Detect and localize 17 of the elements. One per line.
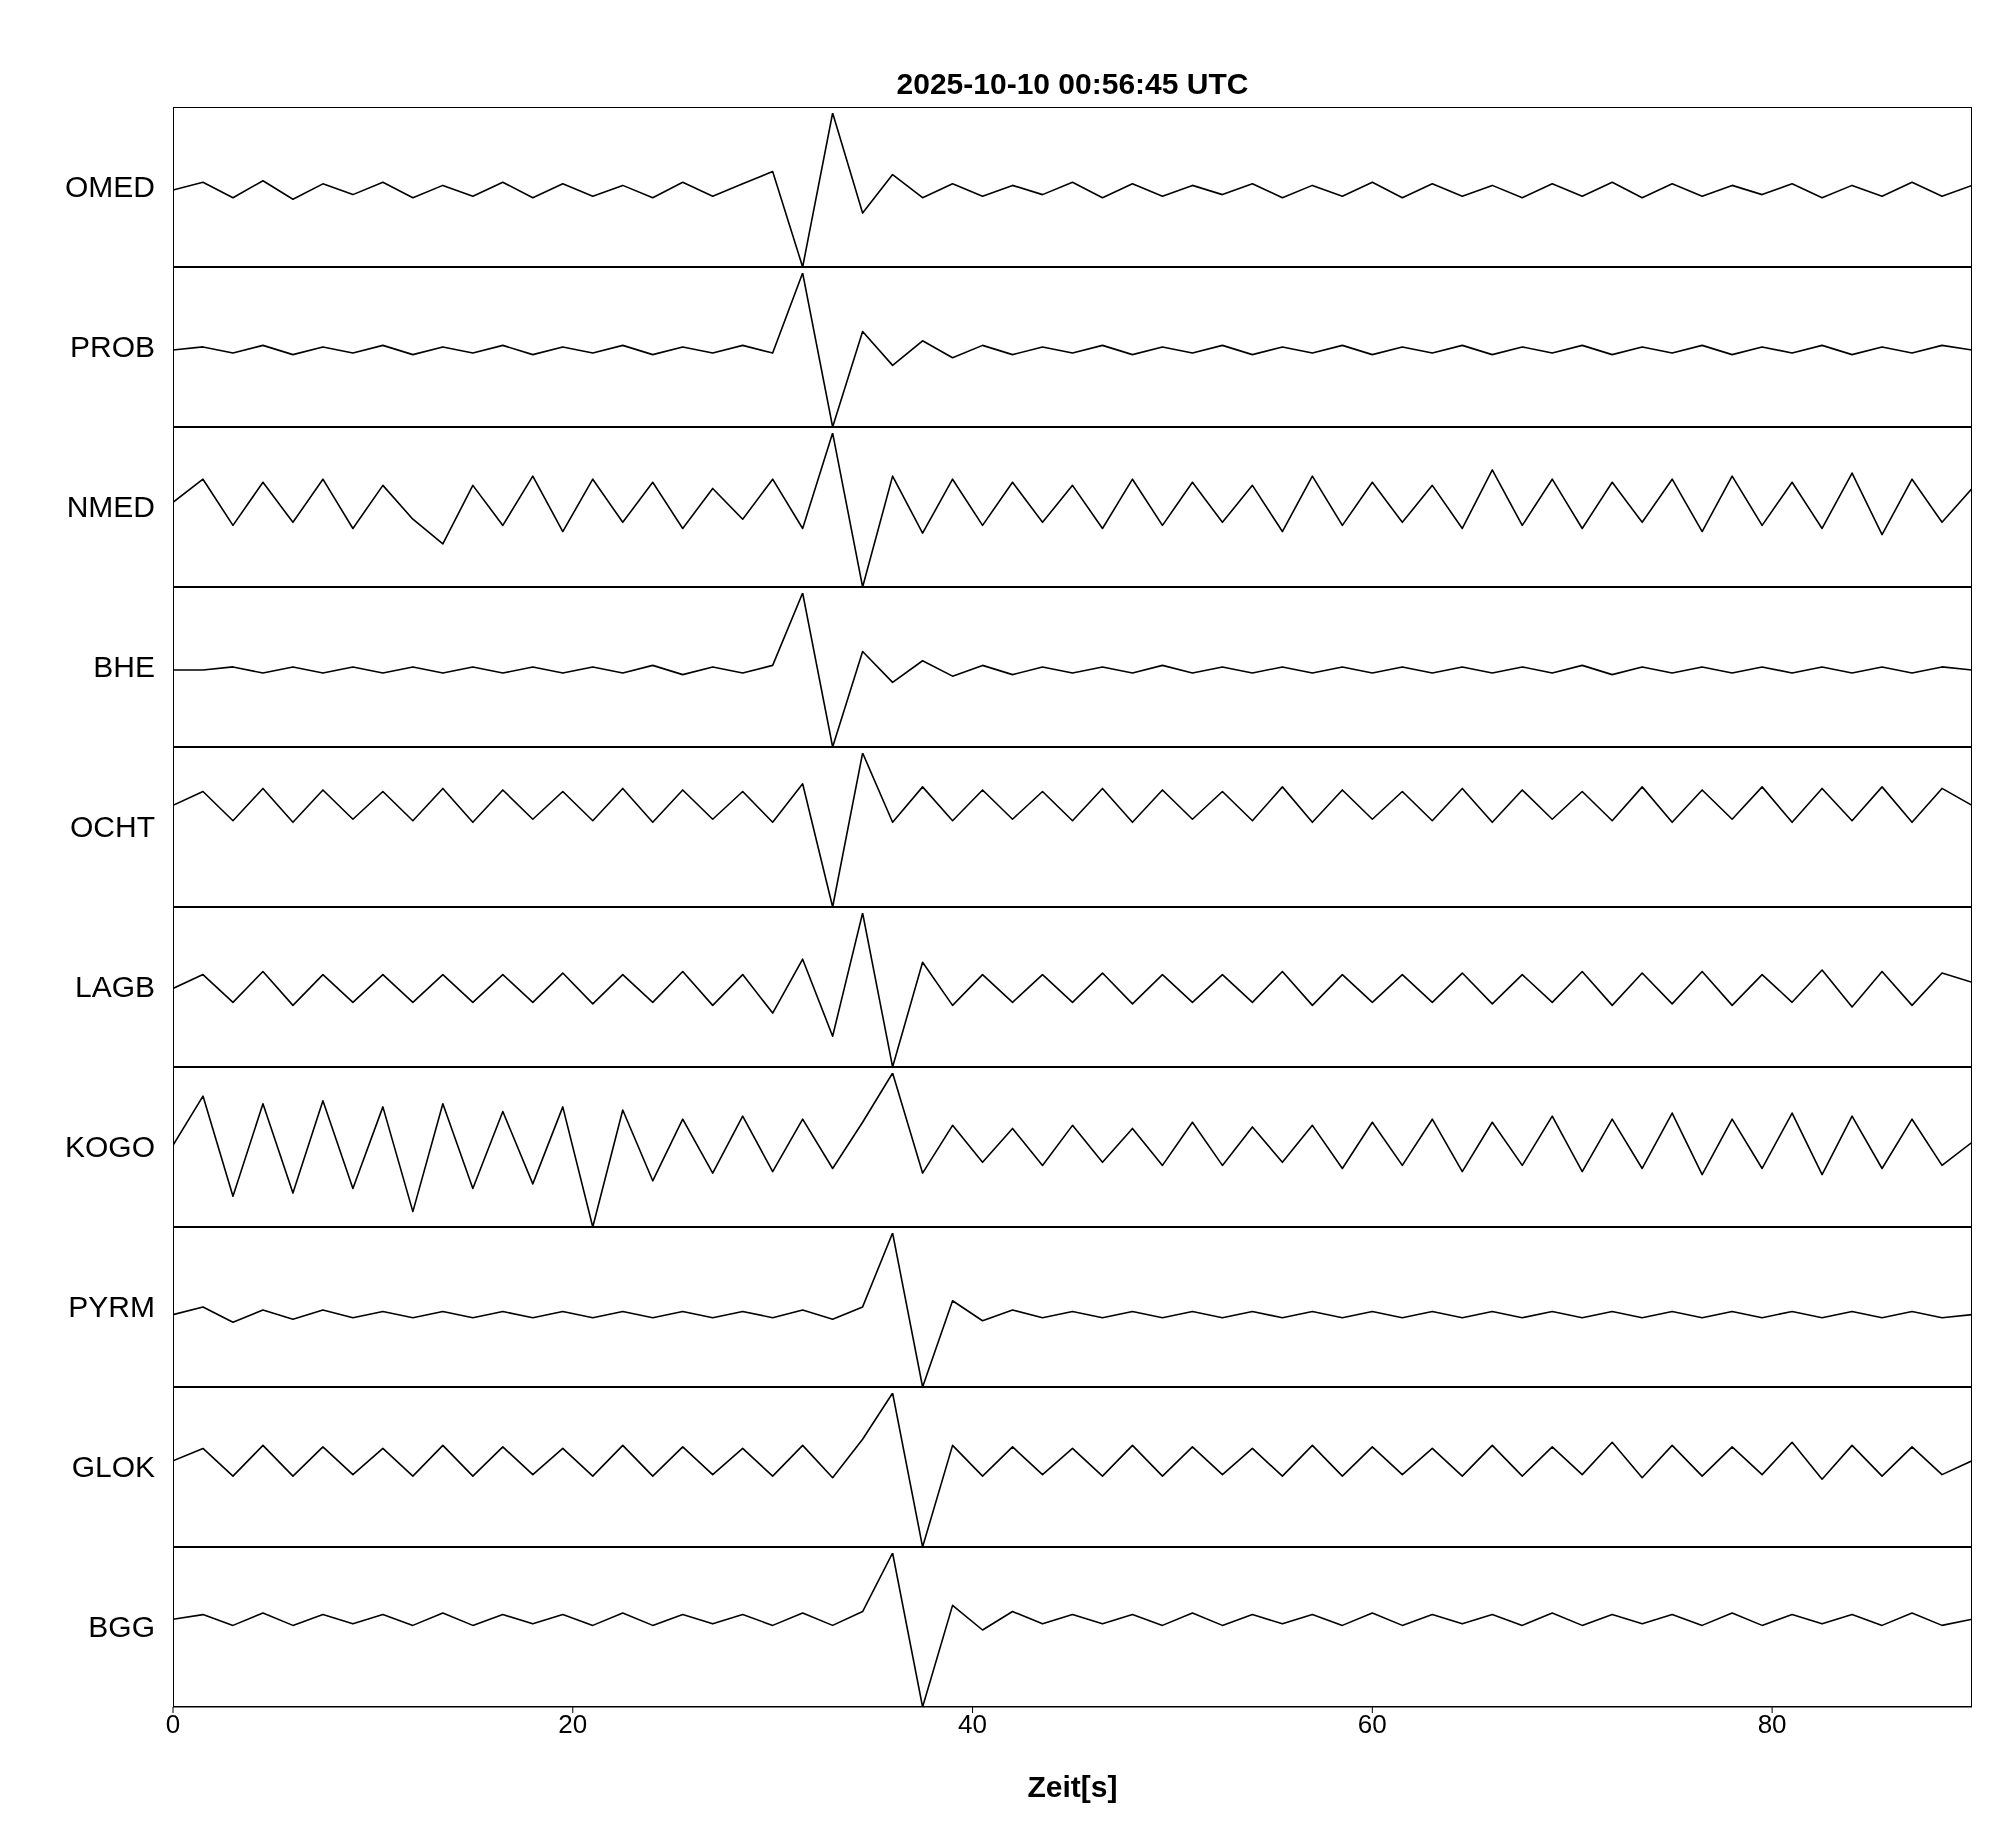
y-axis-title: LAGB	[73, 969, 156, 1005]
y-axis-title: OCHT	[69, 809, 156, 845]
y-axis-title: BGG	[87, 1609, 156, 1645]
y-axis-title: OMED	[64, 169, 156, 205]
y-axis-title: KOGO	[64, 1129, 156, 1165]
x-tick-label: 20	[558, 1709, 588, 1740]
y-axis-title: BHE	[92, 649, 156, 685]
y-axis-title: PYRM	[67, 1289, 156, 1325]
y-axis-title: PROB	[68, 329, 156, 365]
y-axis-title: NMED	[65, 489, 156, 525]
x-tick-label: 0	[165, 1709, 181, 1740]
x-tick-label: 60	[1357, 1709, 1387, 1740]
x-tick-label: 40	[958, 1709, 988, 1740]
x-tick-label: 80	[1757, 1709, 1787, 1740]
x-axis-title: Zeit[s]	[1027, 1770, 1118, 1803]
chart-title: 2025-10-10 00:56:45 UTC	[895, 66, 1250, 102]
y-axis-title: GLOK	[70, 1449, 156, 1485]
